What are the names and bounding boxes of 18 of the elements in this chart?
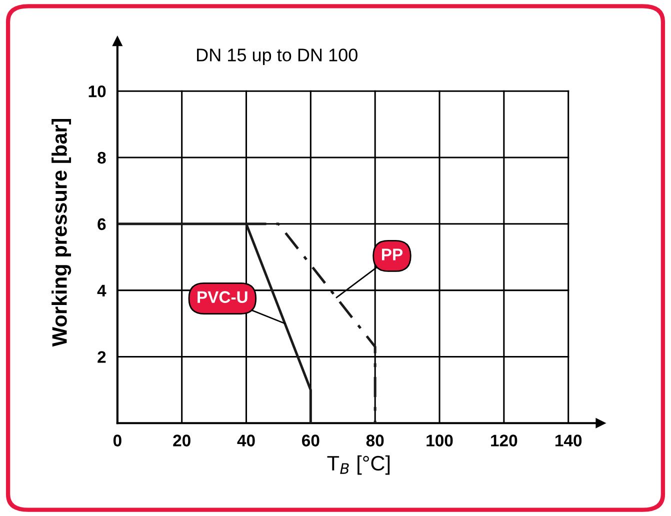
x-tick-label: 80 xyxy=(366,434,384,446)
x-tick-label: 60 xyxy=(302,434,320,446)
y-tick-label: 4 xyxy=(97,284,106,296)
text: PP xyxy=(382,248,403,260)
x-tick-label: 140 xyxy=(555,434,582,446)
x-axis-title: T$_{B}$ [°C] xyxy=(327,455,390,475)
x-tick-label: 120 xyxy=(491,434,518,446)
y-axis-title: Working pressure [bar] xyxy=(52,118,72,347)
y-tick-label: 10 xyxy=(88,85,106,98)
x-tick-label: 20 xyxy=(173,434,190,446)
y-tick-label: 8 xyxy=(98,152,106,164)
chart-title: DN 15 up to DN 100 xyxy=(197,48,358,65)
y-tick-label: 6 xyxy=(98,218,106,230)
y-tick-label: 2 xyxy=(98,351,106,363)
x-tick-label: 0 xyxy=(113,434,122,446)
x-tick-label: 100 xyxy=(426,434,453,446)
series-label: PVC-U xyxy=(198,291,248,303)
x-tick-label: 40 xyxy=(237,434,255,446)
